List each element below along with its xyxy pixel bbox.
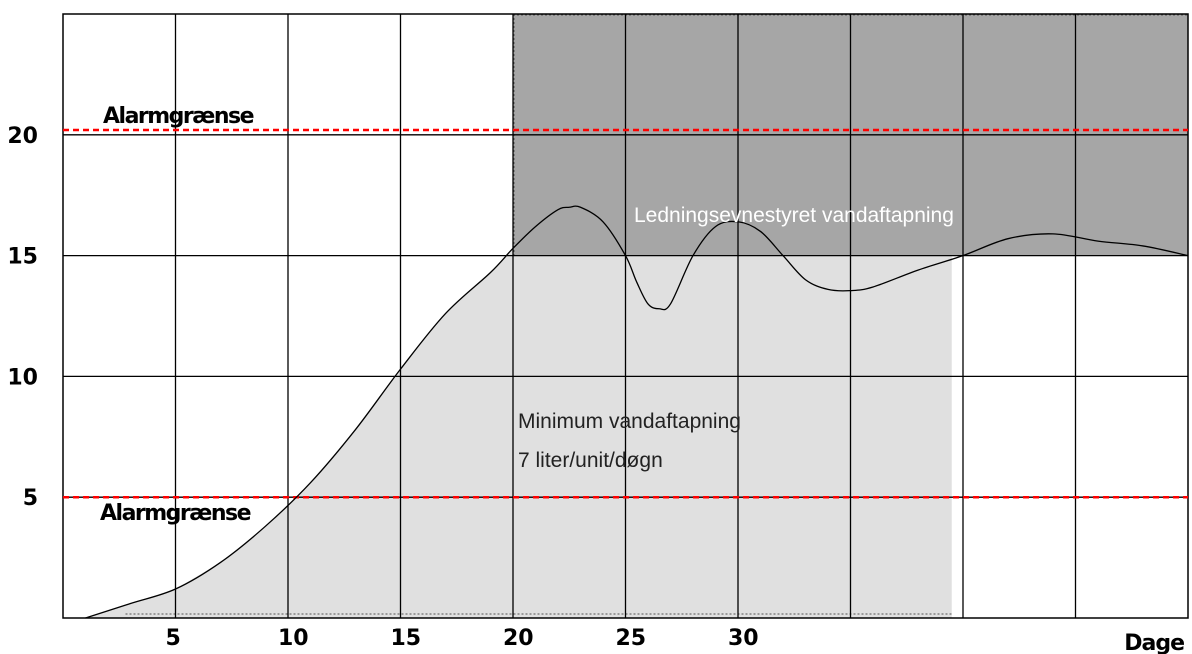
y-tick-label: 20	[7, 124, 38, 149]
x-tick-label: 5	[166, 626, 181, 651]
series-line	[85, 205, 1189, 619]
x-tick-labels: 5 10 15 20 25 30	[166, 626, 759, 651]
y-tick-label: 15	[7, 245, 38, 270]
y-tick-label: 5	[23, 486, 38, 511]
plot-frame	[62, 13, 1189, 619]
x-tick-label: 15	[391, 626, 422, 651]
x-axis-label: Dage	[1124, 631, 1184, 654]
x-tick-label: 30	[728, 626, 759, 651]
alarm-label-upper: Alarmgrænse	[103, 104, 254, 129]
minimum-drain-region	[85, 248, 952, 619]
region-label-conductivity: Ledningsevnestyret vandaftapning	[634, 204, 954, 227]
x-tick-label: 25	[616, 626, 647, 651]
y-tick-labels: 5 10 15 20	[7, 124, 38, 511]
alarm-label-lower: Alarmgrænse	[100, 501, 251, 526]
alarm-lines	[63, 128, 1188, 499]
region-label-minimum: Minimum vandaftapning	[518, 410, 741, 433]
y-tick-label: 10	[7, 365, 38, 390]
x-tick-label: 10	[278, 626, 309, 651]
x-tick-label: 20	[503, 626, 534, 651]
region-label-minimum-rate: 7 liter/unit/døgn	[518, 449, 663, 472]
